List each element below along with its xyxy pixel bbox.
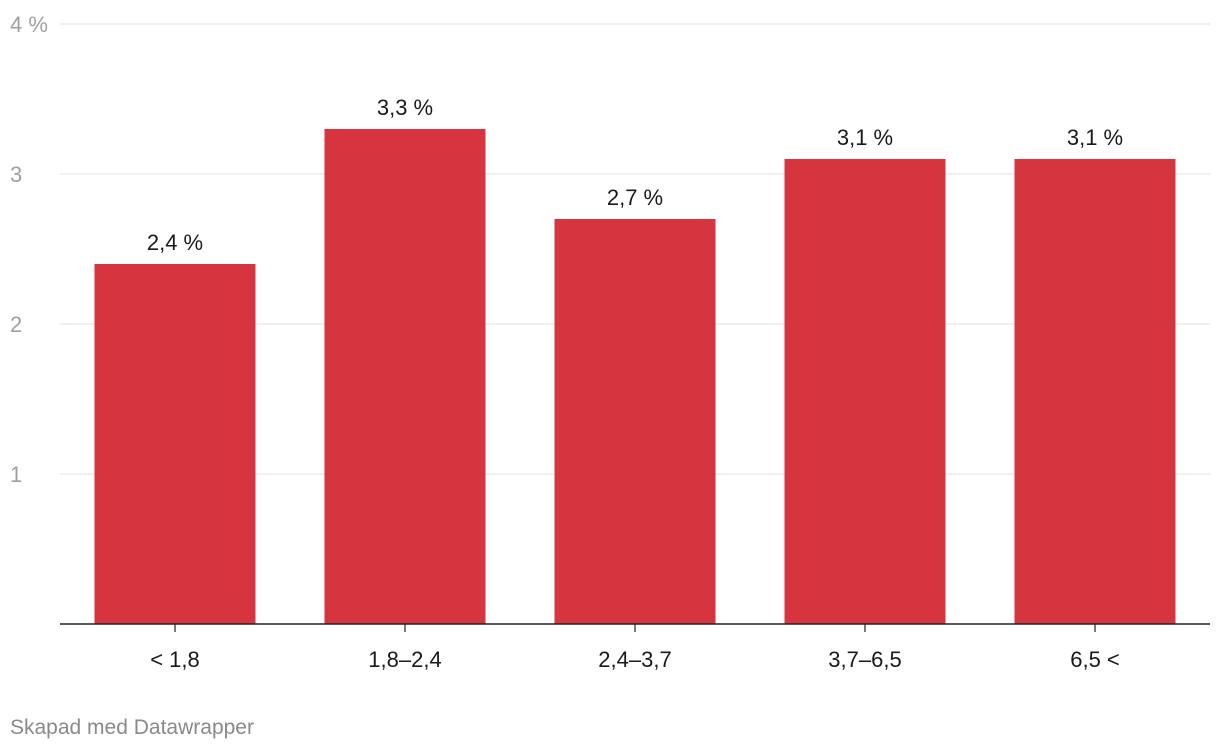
y-tick-label: 4 % (10, 12, 48, 37)
x-tick-label: 6,5 < (1070, 647, 1120, 672)
bar (784, 159, 946, 624)
x-axis-ticks: < 1,8 1,8–2,4 2,4–3,7 3,7–6,5 6,5 < (150, 624, 1120, 672)
data-label: 3,1 % (1067, 125, 1123, 150)
y-axis-ticks: 1 2 3 4 % (10, 12, 48, 487)
x-tick-label: 2,4–3,7 (598, 647, 671, 672)
data-label: 2,7 % (607, 185, 663, 210)
data-label: 3,1 % (837, 125, 893, 150)
y-tick-label: 2 (10, 312, 22, 337)
bar (94, 264, 256, 624)
bar (324, 129, 486, 624)
x-tick-label: < 1,8 (150, 647, 200, 672)
y-tick-label: 1 (10, 462, 22, 487)
data-label: 2,4 % (147, 230, 203, 255)
data-labels: 2,4 % 3,3 % 2,7 % 3,1 % 3,1 % (147, 95, 1123, 255)
y-tick-label: 3 (10, 162, 22, 187)
x-tick-label: 3,7–6,5 (828, 647, 901, 672)
footer-credit: Skapad med Datawrapper (10, 716, 254, 739)
data-label: 3,3 % (377, 95, 433, 120)
bar (1014, 159, 1176, 624)
bar (554, 219, 716, 624)
x-tick-label: 1,8–2,4 (368, 647, 441, 672)
bars (94, 129, 1176, 624)
